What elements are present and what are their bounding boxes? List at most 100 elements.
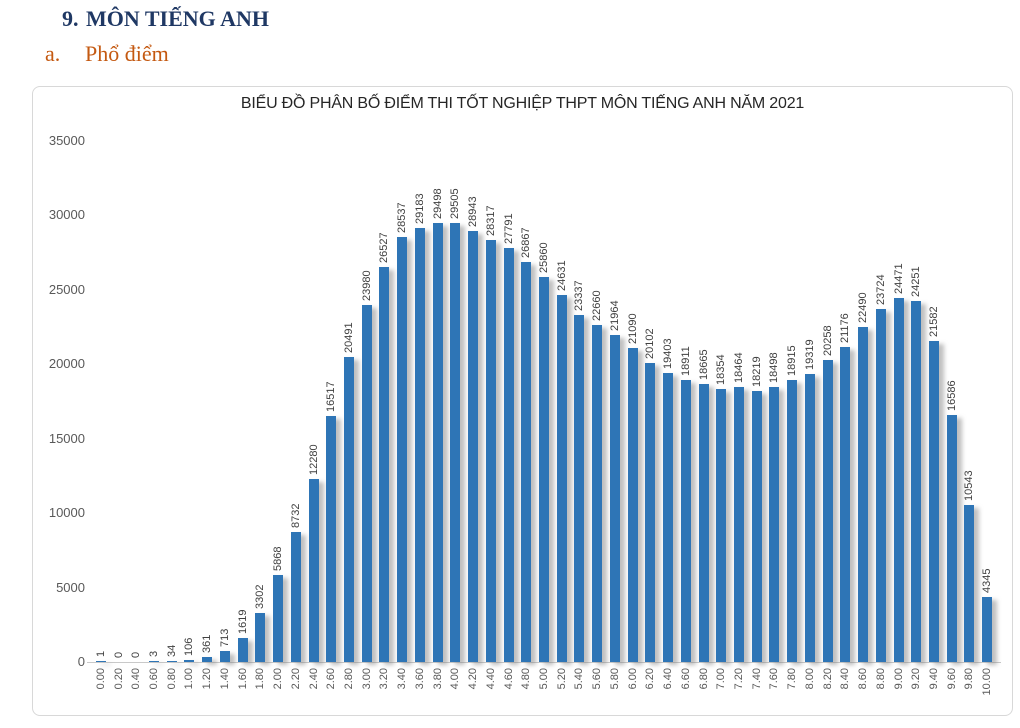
bar: [237, 637, 248, 662]
bar: [769, 386, 780, 662]
bar: [450, 222, 461, 662]
x-tick-label: 9.00: [892, 668, 905, 690]
bar: [609, 335, 620, 662]
x-tick-label: 9.60: [945, 668, 958, 690]
bar: [840, 346, 851, 662]
bar: [733, 387, 744, 662]
x-tick-label: 3.60: [413, 668, 426, 690]
item-marker: a.: [45, 41, 61, 66]
bar-value-label: 3: [148, 650, 161, 657]
x-tick-label: 6.80: [697, 668, 710, 690]
x-axis-line: [87, 662, 1001, 663]
y-tick-label: 5000: [56, 579, 85, 595]
bar: [574, 314, 585, 662]
bar: [556, 295, 567, 662]
x-tick-label: 5.00: [538, 668, 550, 690]
x-tick-label: 5.40: [573, 668, 586, 690]
bar-value-label: 713: [218, 629, 231, 648]
bar-value-label: 1619: [236, 609, 249, 634]
bar: [875, 308, 886, 662]
x-tick-label: 1.80: [254, 668, 267, 690]
x-tick-label: 6.60: [679, 668, 692, 690]
bar-value-label: 20102: [644, 328, 657, 359]
bar-value-label: 18354: [715, 354, 728, 385]
x-tick-label: 5.80: [608, 668, 621, 690]
x-tick-label: 2.00: [272, 668, 285, 690]
bar: [503, 248, 514, 662]
bar-value-label: 10543: [963, 470, 976, 502]
bar: [95, 660, 106, 662]
bar-value-label: 12280: [307, 444, 320, 476]
bar-value-label: 18915: [786, 345, 799, 377]
bar-value-label: 19319: [803, 339, 816, 371]
item-heading: a. Phổ điểm: [45, 41, 169, 67]
bar: [627, 348, 638, 662]
bar-value-label: 1: [94, 650, 107, 657]
x-tick-label: 8.40: [839, 668, 852, 690]
x-tick-label: 9.40: [927, 668, 940, 690]
bar-value-label: 4345: [981, 568, 994, 594]
x-tick-label: 3.00: [360, 668, 373, 690]
bar: [893, 297, 904, 662]
bar-value-label: 25860: [538, 242, 550, 274]
bar: [273, 574, 284, 662]
bar-value-label: 24631: [555, 260, 568, 292]
x-tick-label: 0.80: [165, 668, 178, 690]
x-tick-label: 4.60: [502, 668, 515, 690]
bar: [485, 240, 496, 662]
bar: [911, 301, 922, 662]
section-title: MÔN TIẾNG ANH: [86, 6, 269, 31]
bar: [645, 362, 656, 662]
bar-value-label: 34: [165, 644, 178, 657]
x-tick-label: 0.00: [94, 668, 107, 690]
bar: [166, 660, 177, 662]
bar-value-label: 8732: [289, 503, 302, 529]
x-tick-label: 7.40: [750, 668, 763, 690]
bar: [822, 360, 833, 662]
y-tick-label: 15000: [48, 430, 85, 446]
bar-value-label: 23980: [360, 270, 373, 302]
plot-area: 0 5000 10000 15000 20000 25000 30000 35000 1 0.00…: [49, 133, 1001, 696]
x-tick-label: 2.40: [307, 668, 320, 690]
x-tick-label: 0.60: [148, 668, 161, 690]
chart: BIỂU ĐỒ PHÂN BỐ ĐIỂM THI TỐT NGHIỆP THPT…: [32, 86, 1013, 716]
bar-value-label: 29183: [413, 192, 426, 224]
bar-value-label: 26867: [520, 227, 533, 259]
bar: [184, 660, 195, 662]
x-tick-label: 1.00: [183, 668, 196, 690]
bar: [698, 384, 709, 662]
bar-value-label: 29505: [449, 188, 462, 219]
x-tick-label: 8.00: [803, 668, 816, 690]
bar-value-label: 5868: [272, 546, 285, 571]
bar: [982, 597, 993, 662]
bar-value-label: 28317: [484, 205, 497, 237]
bar: [326, 416, 337, 662]
x-tick-label: 8.80: [874, 668, 887, 690]
bar-value-label: 16517: [325, 381, 338, 413]
bar-value-label: 19403: [662, 338, 675, 370]
x-tick-label: 4.20: [467, 668, 480, 690]
bar-value-label: 23337: [573, 280, 586, 311]
bar: [964, 505, 975, 662]
y-tick-label: 20000: [48, 356, 85, 372]
x-tick-label: 8.60: [857, 668, 870, 690]
bar-value-label: 21090: [626, 313, 639, 345]
bar: [751, 390, 762, 662]
bar: [202, 656, 213, 662]
bar: [592, 324, 603, 662]
bar: [716, 388, 727, 662]
bar: [468, 231, 479, 662]
bar-value-label: 18464: [732, 352, 745, 384]
x-tick-label: 4.00: [449, 668, 462, 690]
x-tick-label: 1.20: [201, 668, 214, 690]
bar-value-label: 22660: [591, 290, 604, 321]
x-tick-label: 0.20: [112, 668, 125, 690]
x-tick-label: 7.20: [732, 668, 745, 690]
bar-value-label: 23724: [874, 274, 887, 305]
section-number: 9.: [62, 6, 79, 31]
bar: [432, 222, 443, 662]
bar-value-label: 20491: [343, 322, 356, 353]
x-tick-label: 3.80: [431, 668, 444, 690]
y-tick-label: 30000: [48, 207, 85, 223]
bar-value-label: 21582: [927, 306, 940, 337]
